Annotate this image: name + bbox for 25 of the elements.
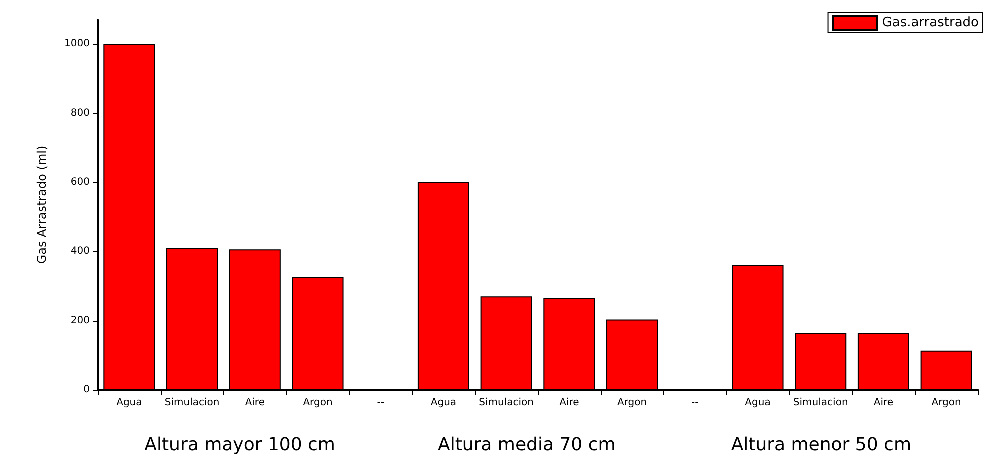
y-tick-label: 400 <box>70 246 90 258</box>
text: Altura menor 50 cm <box>731 434 912 456</box>
y-tick-label: 600 <box>70 177 90 188</box>
x-tick-label: -- <box>692 398 700 408</box>
x-tick-label: -- <box>377 398 385 408</box>
x-tick-label: Aire <box>560 398 580 408</box>
x-tick-label: Aire <box>245 398 265 408</box>
x-tick-label: Aire <box>874 398 894 408</box>
x-tick-label: Simulacion <box>793 398 848 408</box>
x-tick-label: Argon <box>932 398 962 408</box>
x-tick-label: Argon <box>303 398 333 408</box>
y-axis-title: Gas Arrastrado (ml) <box>35 146 49 264</box>
legend-label: Gas.arrastrado <box>882 16 980 30</box>
text: Altura media 70 cm <box>438 434 616 456</box>
x-tick-label: Agua <box>430 398 457 408</box>
y-tick-label: 200 <box>70 315 90 326</box>
y-tick-label: 800 <box>70 108 90 119</box>
x-tick-label: Agua <box>116 398 142 408</box>
text: Altura mayor 100 cm <box>144 434 336 456</box>
x-tick-label: Argon <box>617 398 648 408</box>
y-tick-label: 0 <box>84 384 90 396</box>
y-tick-label: 1000 <box>64 38 90 50</box>
x-tick-label: Agua <box>745 398 771 408</box>
x-tick-label: Simulacion <box>164 398 220 408</box>
x-tick-label: Simulacion <box>479 398 534 408</box>
